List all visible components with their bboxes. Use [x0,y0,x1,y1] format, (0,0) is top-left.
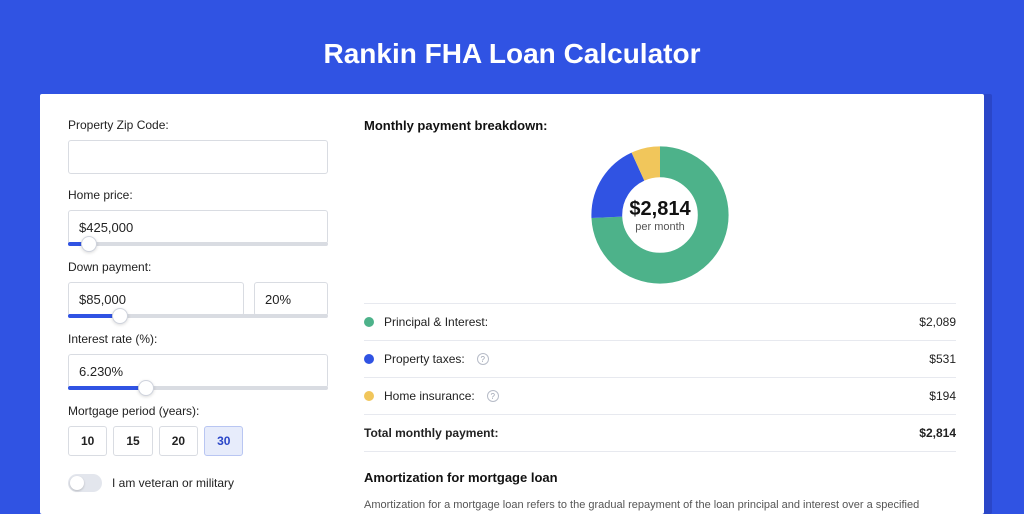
home-price-slider[interactable] [68,242,328,246]
down-payment-field: Down payment: [68,260,328,318]
veteran-toggle-row: I am veteran or military [68,474,328,492]
amortization-text: Amortization for a mortgage loan refers … [364,497,956,514]
toggle-knob [70,476,84,490]
legend-amount: $531 [929,352,956,366]
zip-field: Property Zip Code: [68,118,328,174]
page-title: Rankin FHA Loan Calculator [40,38,984,70]
interest-rate-field: Interest rate (%): [68,332,328,390]
inputs-column: Property Zip Code: Home price: Down paym… [68,118,328,490]
home-price-input[interactable] [68,210,328,244]
donut-amount: $2,814 [629,198,690,221]
donut-chart-wrap: $2,814 per month [364,145,956,285]
down-payment-slider[interactable] [68,314,328,318]
legend-amount: $2,089 [919,315,956,329]
period-option-20[interactable]: 20 [159,426,198,456]
legend-label: Home insurance: [384,389,475,403]
amortization-section: Amortization for mortgage loan Amortizat… [364,470,956,514]
veteran-toggle[interactable] [68,474,102,492]
calculator-card: Property Zip Code: Home price: Down paym… [40,94,984,514]
veteran-toggle-label: I am veteran or military [112,476,234,490]
mortgage-period-field: Mortgage period (years): 10152030 [68,404,328,456]
legend-row: Principal & Interest: $2,089 [364,304,956,341]
donut-sub: per month [635,221,685,233]
info-icon[interactable]: ? [477,353,489,365]
info-icon[interactable]: ? [487,390,499,402]
legend-label: Principal & Interest: [384,315,488,329]
total-label: Total monthly payment: [364,426,498,440]
breakdown-title: Monthly payment breakdown: [364,118,956,133]
zip-input[interactable] [68,140,328,174]
legend-dot [364,317,374,327]
period-option-30[interactable]: 30 [204,426,243,456]
mortgage-period-label: Mortgage period (years): [68,404,328,418]
home-price-field: Home price: [68,188,328,246]
legend-label: Property taxes: [384,352,465,366]
legend-amount: $194 [929,389,956,403]
legend-row: Property taxes:? $531 [364,341,956,378]
legend-dot [364,354,374,364]
interest-rate-input[interactable] [68,354,328,388]
breakdown-legend: Principal & Interest: $2,089 Property taxe… [364,303,956,452]
zip-label: Property Zip Code: [68,118,328,132]
down-payment-pct-input[interactable] [254,282,328,316]
period-option-15[interactable]: 15 [113,426,152,456]
home-price-label: Home price: [68,188,328,202]
interest-rate-slider[interactable] [68,386,328,390]
period-option-10[interactable]: 10 [68,426,107,456]
interest-rate-label: Interest rate (%): [68,332,328,346]
donut-center: $2,814 per month [590,145,730,285]
amortization-title: Amortization for mortgage loan [364,470,956,485]
down-payment-input[interactable] [68,282,244,316]
legend-total-row: Total monthly payment: $2,814 [364,415,956,452]
mortgage-period-options: 10152030 [68,426,328,456]
breakdown-column: Monthly payment breakdown: $2,814 per mo… [364,118,956,490]
donut-chart: $2,814 per month [590,145,730,285]
down-payment-label: Down payment: [68,260,328,274]
total-amount: $2,814 [919,426,956,440]
legend-row: Home insurance:? $194 [364,378,956,415]
legend-dot [364,391,374,401]
